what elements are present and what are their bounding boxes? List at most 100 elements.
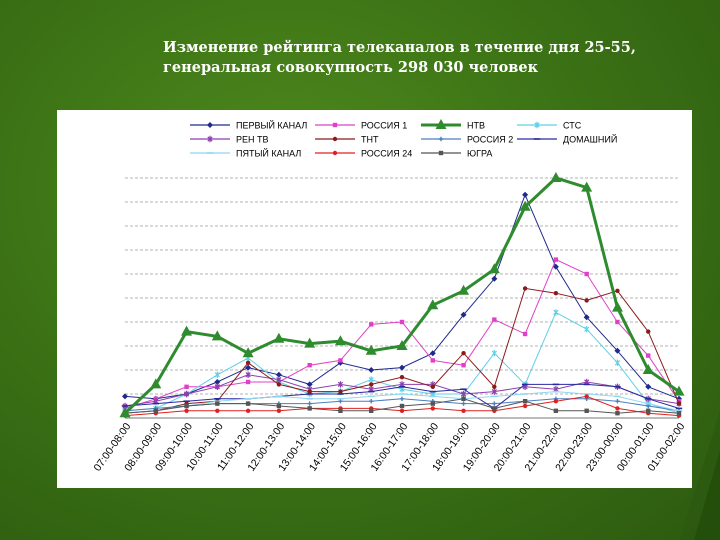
- data-point: [153, 408, 158, 413]
- data-point: [304, 337, 316, 348]
- data-point: [642, 364, 654, 374]
- legend-label: ДОМАШНИЙ: [563, 134, 617, 145]
- data-point: [553, 309, 559, 316]
- data-point: [276, 408, 282, 413]
- data-point: [119, 407, 131, 418]
- data-point: [553, 408, 559, 413]
- data-point: [369, 382, 374, 387]
- data-point: [614, 359, 621, 366]
- legend-label: РОССИЯ 2: [467, 135, 513, 145]
- data-point: [245, 379, 251, 385]
- data-point: [461, 396, 466, 401]
- data-point: [492, 317, 497, 322]
- data-point: [584, 394, 589, 399]
- data-point: [396, 340, 408, 350]
- legend-label: СТС: [563, 121, 582, 131]
- legend-swatch-marker: [438, 136, 444, 142]
- data-point: [584, 271, 589, 277]
- slide-title-line-1: Изменение рейтинга телеканалов в течение…: [163, 39, 636, 56]
- data-point: [646, 408, 651, 413]
- data-point: [492, 401, 497, 406]
- data-point: [461, 408, 466, 413]
- data-point: [522, 403, 528, 409]
- data-point: [276, 403, 282, 409]
- data-point: [553, 257, 559, 262]
- data-point: [550, 172, 562, 182]
- data-point: [646, 353, 651, 358]
- legend-label: ПЕРВЫЙ КАНАЛ: [236, 120, 307, 131]
- data-point: [214, 379, 221, 385]
- data-point: [184, 403, 189, 409]
- data-point: [245, 401, 251, 406]
- data-point: [488, 263, 500, 274]
- data-point: [552, 263, 559, 270]
- rating-line-chart: 07:00-08:0008:00-09:0009:00-10:0010:00-1…: [91, 119, 688, 474]
- data-point: [584, 326, 590, 333]
- data-point: [461, 363, 466, 368]
- data-point: [553, 399, 559, 404]
- legend-swatch-marker: [332, 150, 338, 156]
- data-point: [273, 332, 285, 343]
- data-point: [458, 284, 470, 295]
- data-point: [150, 378, 162, 389]
- data-point: [430, 358, 435, 363]
- legend-swatch-marker: [207, 135, 213, 143]
- legend-swatch-marker: [207, 122, 213, 128]
- legend-label: ЮГРА: [467, 149, 492, 159]
- data-point: [184, 384, 189, 389]
- data-point: [338, 399, 343, 404]
- data-point: [276, 382, 282, 387]
- data-point: [399, 396, 405, 401]
- data-point: [338, 358, 343, 363]
- data-point: [245, 408, 251, 413]
- data-point: [676, 401, 682, 406]
- data-point: [334, 335, 346, 346]
- data-point: [399, 375, 405, 380]
- legend-swatch-marker: [438, 150, 444, 156]
- legend-label: РОССИЯ 1: [361, 121, 407, 131]
- data-point: [615, 319, 620, 325]
- data-point: [184, 408, 189, 413]
- data-point: [337, 359, 344, 366]
- data-point: [245, 360, 251, 365]
- data-point: [214, 383, 220, 390]
- legend-label: ТНТ: [361, 135, 379, 145]
- legend-label: НТВ: [467, 121, 485, 131]
- data-point: [614, 347, 621, 354]
- data-point: [584, 408, 589, 413]
- data-point: [307, 389, 312, 394]
- data-point: [307, 363, 312, 368]
- data-point: [522, 286, 528, 291]
- data-point: [215, 401, 220, 406]
- data-point: [242, 347, 254, 358]
- data-point: [646, 403, 651, 409]
- data-point: [215, 408, 220, 413]
- data-point: [307, 401, 312, 406]
- data-point: [673, 385, 685, 396]
- data-point: [214, 371, 220, 378]
- legend-label: ПЯТЫЙ КАНАЛ: [236, 148, 301, 159]
- data-point: [399, 403, 405, 409]
- data-point: [368, 376, 374, 383]
- data-point: [430, 384, 435, 389]
- data-point: [369, 399, 374, 404]
- data-point: [461, 351, 466, 356]
- data-point: [461, 401, 466, 406]
- data-point: [676, 411, 682, 416]
- data-point: [492, 406, 497, 411]
- data-point: [181, 325, 193, 336]
- data-point: [615, 288, 620, 293]
- data-point: [553, 291, 559, 296]
- data-point: [338, 389, 343, 394]
- data-point: [399, 319, 405, 325]
- legend-swatch-marker: [332, 136, 338, 142]
- legend-swatch-marker: [534, 121, 540, 129]
- data-point: [275, 371, 282, 378]
- legend-swatch-marker: [435, 119, 447, 129]
- data-point: [122, 393, 128, 400]
- data-point: [615, 411, 620, 416]
- data-point: [460, 390, 467, 398]
- chart-panel: 07:00-08:00 08:00-09:00 09:00-10:00 10:00-1…: [57, 110, 692, 488]
- data-point: [337, 381, 344, 388]
- data-point: [368, 367, 375, 373]
